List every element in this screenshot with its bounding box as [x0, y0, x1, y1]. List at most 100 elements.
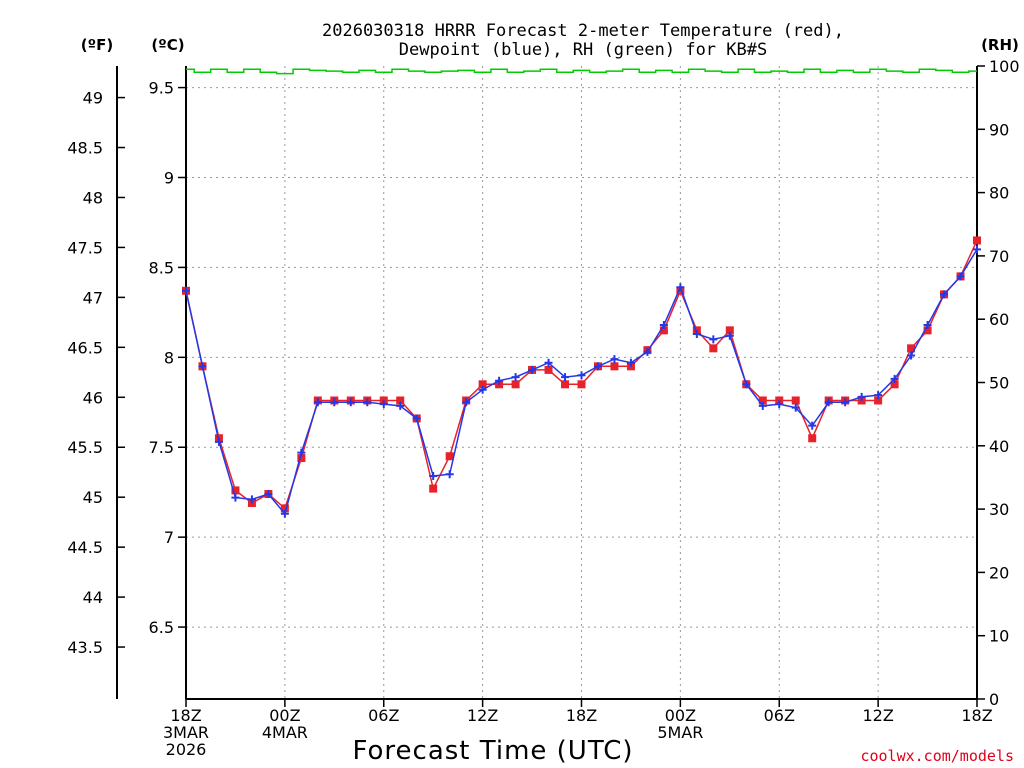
fahrenheit-tick-label: 48	[83, 188, 103, 207]
dewpoint-point	[544, 358, 553, 367]
time-tick-label: 12Z	[862, 706, 893, 725]
temperature-point	[973, 236, 981, 245]
rh-tick-label: 60	[989, 310, 1009, 329]
temperature-point	[396, 396, 405, 405]
dewpoint-point	[692, 329, 701, 338]
rh-tick-label: 30	[989, 500, 1009, 519]
chart-title-line-2: Dewpoint (blue), RH (green) for KB#S	[399, 40, 767, 60]
dewpoint-point	[725, 331, 734, 340]
dewpoint-point	[297, 448, 306, 457]
temperature-point	[890, 380, 899, 389]
time-tick-label: 3MAR	[163, 723, 209, 742]
dewpoint-point	[182, 286, 190, 295]
dewpoint-point	[231, 493, 240, 502]
temperature-point	[923, 326, 932, 335]
dewpoint-point	[214, 437, 223, 446]
temperature-point	[659, 326, 668, 335]
celsius-tick-label: 7	[164, 528, 174, 547]
dewpoint-point	[676, 283, 685, 292]
temperature-point	[610, 362, 619, 371]
temperature-point	[478, 380, 487, 389]
rh-tick-label: 80	[989, 184, 1009, 203]
fahrenheit-tick-label: 44.5	[67, 538, 103, 557]
dewpoint-point	[511, 373, 520, 382]
dewpoint-point	[396, 401, 405, 410]
dewpoint-point	[198, 362, 207, 371]
dewpoint-point	[758, 401, 767, 410]
fahrenheit-tick-label: 47.5	[67, 238, 103, 257]
dewpoint-point	[363, 398, 372, 407]
fahrenheit-tick-label: 45	[83, 488, 103, 507]
rh-axis-ticks: 0 10 20 30 40 50 60 70 80 90 100	[977, 57, 1020, 709]
dewpoint-point	[956, 272, 965, 281]
fahrenheit-tick-label: 46.5	[67, 338, 103, 357]
temperature-point	[808, 434, 817, 443]
temperature-point	[231, 486, 240, 495]
dewpoint-point	[330, 398, 339, 407]
time-tick-label: 18Z	[170, 706, 201, 725]
dewpoint-point	[940, 290, 949, 299]
temperature-point	[297, 454, 306, 463]
temperature-point	[280, 504, 289, 513]
fahrenheit-tick-label: 43.5	[67, 638, 103, 657]
time-tick-label: 5MAR	[657, 723, 703, 742]
fahrenheit-tick-label: 49	[83, 89, 103, 108]
dewpoint-point	[775, 400, 784, 409]
dewpoint-series	[182, 245, 981, 518]
rh-tick-label: 100	[989, 57, 1020, 76]
temperature-point	[561, 380, 570, 389]
fahrenheit-tick-label: 46	[83, 388, 103, 407]
temperature-point	[511, 380, 520, 389]
temperature-point	[429, 484, 438, 493]
dewpoint-point	[264, 489, 273, 498]
x-axis-label: Forecast Time (UTC)	[352, 736, 633, 766]
time-tick-label: 00Z	[269, 706, 300, 725]
dewpoint-point	[593, 362, 602, 371]
fahrenheit-tick-label: 44	[83, 588, 103, 607]
fahrenheit-unit-label: (ºF)	[81, 36, 113, 54]
dewpoint-point	[841, 398, 850, 407]
dewpoint-point	[709, 335, 718, 344]
celsius-tick-label: 9.5	[149, 79, 174, 98]
chart-title-line-1: 2026030318 HRRR Forecast 2-meter Tempera…	[322, 21, 844, 41]
dewpoint-point	[874, 391, 883, 400]
dewpoint-point	[346, 398, 355, 407]
fahrenheit-tick-label: 48.5	[67, 139, 103, 158]
time-tick-label: 00Z	[665, 706, 696, 725]
temperature-point	[874, 396, 883, 405]
temperature-point	[725, 326, 734, 335]
fahrenheit-axis-ticks: 43.5 44 44.5 45 45.5 46 46.5 47 47.5 48 48.5 49	[67, 89, 125, 657]
dewpoint-point	[610, 355, 619, 364]
rh-unit-label: (RH)	[981, 36, 1019, 54]
rh-tick-label: 90	[989, 120, 1009, 139]
dewpoint-point	[429, 472, 438, 481]
source-credit: coolwx.com/models	[860, 747, 1014, 765]
axes	[116, 66, 978, 700]
fahrenheit-tick-label: 45.5	[67, 438, 103, 457]
dewpoint-point	[742, 380, 751, 389]
dewpoint-point	[478, 385, 487, 394]
time-tick-label: 18Z	[566, 706, 597, 725]
dewpoint-point	[412, 414, 421, 423]
dewpoint-point	[313, 398, 322, 407]
time-tick-label: 2026	[166, 740, 207, 759]
celsius-tick-label: 8	[164, 348, 174, 367]
rh-tick-label: 10	[989, 627, 1009, 646]
dewpoint-point	[923, 320, 932, 329]
dewpoint-point	[791, 403, 800, 412]
dewpoint-point	[247, 495, 256, 504]
dewpoint-point	[808, 421, 817, 430]
dewpoint-point	[379, 400, 388, 409]
dewpoint-point	[643, 347, 652, 356]
dewpoint-point	[973, 245, 981, 254]
dewpoint-point	[577, 371, 586, 380]
celsius-tick-label: 6.5	[149, 618, 174, 637]
temperature-point	[709, 344, 718, 353]
dewpoint-point	[890, 374, 899, 383]
rh-tick-label: 70	[989, 247, 1009, 266]
celsius-axis-ticks: 6.5 7 7.5 8 8.5 9 9.5	[149, 79, 186, 637]
celsius-unit-label: (ºC)	[151, 36, 184, 54]
time-tick-label: 12Z	[467, 706, 498, 725]
